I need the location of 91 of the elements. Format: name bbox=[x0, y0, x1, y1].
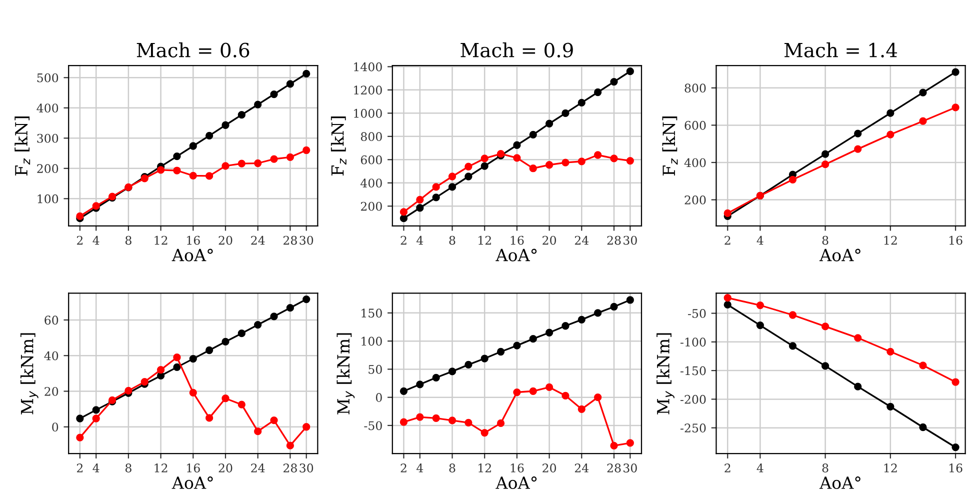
x-tick-label: 2 bbox=[76, 464, 83, 472]
x-axis-title: AoA° bbox=[819, 248, 860, 262]
x-tick-label: 30 bbox=[624, 464, 637, 472]
x-tick-label: 8 bbox=[822, 464, 828, 472]
x-tick-label: 4 bbox=[756, 236, 764, 245]
y-tick-label: 100 bbox=[38, 194, 58, 204]
x-tick-label: 8 bbox=[449, 464, 456, 472]
x-tick-label: 16 bbox=[510, 464, 524, 472]
y-tick-label: 800 bbox=[360, 132, 382, 142]
y-tick-label: 400 bbox=[360, 178, 382, 188]
y-axis-title: F$_{z}$ [kN] bbox=[14, 116, 30, 176]
y-tick-label: 200 bbox=[37, 164, 58, 174]
x-tick-label: 12 bbox=[884, 464, 897, 472]
x-tick-label: 8 bbox=[125, 464, 132, 472]
y-axis-title: F$_{z}$ [kN] bbox=[662, 116, 678, 176]
x-axis-title: AoA° bbox=[172, 248, 213, 262]
x-axis-title: AoA° bbox=[172, 476, 213, 490]
x-tick-label: 20 bbox=[542, 236, 556, 245]
x-tick-label: 28 bbox=[283, 236, 297, 245]
x-tick-label: 28 bbox=[283, 464, 297, 472]
x-tick-label: 8 bbox=[125, 236, 132, 245]
x-tick-label: 24 bbox=[251, 236, 265, 245]
x-axis-title: AoA° bbox=[496, 476, 537, 490]
y-tick-label: 60 bbox=[44, 316, 58, 325]
y-tick-label: -100 bbox=[680, 338, 706, 347]
y-tick-label: -50 bbox=[688, 309, 706, 318]
y-axis-title: F$_{z}$ [kN] bbox=[330, 116, 346, 176]
y-tick-label: 100 bbox=[362, 336, 382, 346]
y-tick-label: 20 bbox=[44, 386, 58, 396]
y-tick-label: 150 bbox=[362, 308, 382, 318]
y-tick-label: 1400 bbox=[354, 62, 382, 72]
x-tick-label: 16 bbox=[510, 236, 524, 245]
x-tick-label: 4 bbox=[92, 464, 100, 472]
x-tick-label: 12 bbox=[478, 236, 491, 245]
y-tick-label: 200 bbox=[684, 196, 706, 204]
chart-title: Mach = 1.4 bbox=[784, 42, 898, 58]
x-tick-label: 20 bbox=[218, 236, 232, 245]
x-tick-label: 4 bbox=[416, 464, 424, 472]
y-tick-label: 1000 bbox=[354, 108, 382, 118]
y-tick-label: -200 bbox=[680, 394, 706, 404]
y-axis-title: M$_{y}$ [kNm] bbox=[20, 333, 38, 414]
x-tick-label: 2 bbox=[400, 236, 406, 245]
x-tick-label: 2 bbox=[76, 236, 83, 245]
y-axis-title: M$_{y}$ [kNm] bbox=[336, 333, 355, 414]
chart-title: Mach = 0.6 bbox=[136, 42, 250, 58]
x-tick-label: 30 bbox=[300, 236, 314, 245]
x-tick-label: 2 bbox=[400, 464, 406, 472]
x-tick-label: 4 bbox=[92, 236, 100, 245]
x-tick-label: 4 bbox=[756, 464, 764, 472]
x-tick-label: 4 bbox=[416, 236, 424, 245]
y-tick-label: 50 bbox=[368, 364, 382, 374]
x-tick-label: 12 bbox=[154, 236, 168, 245]
y-tick-label: -150 bbox=[680, 366, 706, 376]
y-tick-label: 300 bbox=[37, 134, 58, 143]
y-tick-label: 0 bbox=[52, 422, 58, 432]
y-tick-label: -250 bbox=[680, 424, 706, 432]
x-tick-label: 12 bbox=[154, 464, 168, 472]
x-tick-label: 16 bbox=[187, 464, 200, 472]
x-tick-label: 30 bbox=[624, 236, 637, 245]
y-tick-label: 400 bbox=[684, 158, 706, 168]
y-tick-label: 500 bbox=[37, 73, 58, 82]
x-tick-label: 30 bbox=[300, 464, 314, 472]
x-tick-label: 12 bbox=[478, 464, 491, 472]
x-tick-label: 20 bbox=[218, 464, 232, 472]
x-tick-label: 16 bbox=[187, 236, 200, 245]
y-tick-label: 1200 bbox=[354, 86, 382, 95]
x-tick-label: 16 bbox=[949, 236, 962, 245]
x-tick-label: 24 bbox=[574, 464, 589, 472]
x-tick-label: 24 bbox=[251, 464, 265, 472]
y-tick-label: 400 bbox=[36, 104, 58, 113]
x-tick-label: 8 bbox=[449, 236, 456, 245]
x-tick-label: 28 bbox=[607, 236, 621, 245]
y-tick-label: 800 bbox=[684, 84, 706, 93]
x-tick-label: 28 bbox=[607, 464, 621, 472]
x-tick-label: 2 bbox=[724, 236, 730, 245]
x-tick-label: 24 bbox=[574, 236, 589, 245]
x-tick-label: 8 bbox=[822, 236, 828, 245]
y-tick-label: 200 bbox=[360, 202, 382, 211]
y-tick-label: 600 bbox=[360, 155, 382, 164]
y-axis-title: M$_{y}$ [kNm] bbox=[656, 333, 674, 414]
x-tick-label: 16 bbox=[949, 464, 962, 472]
y-tick-label: 40 bbox=[44, 351, 58, 360]
y-tick-label: 0 bbox=[376, 393, 382, 402]
x-tick-label: 12 bbox=[884, 236, 897, 245]
chart-title: Mach = 0.9 bbox=[460, 42, 573, 58]
x-axis-title: AoA° bbox=[819, 476, 860, 490]
y-tick-label: -50 bbox=[364, 421, 382, 430]
x-axis-title: AoA° bbox=[496, 248, 537, 262]
x-tick-label: 2 bbox=[724, 464, 730, 472]
y-tick-label: 600 bbox=[684, 120, 706, 130]
x-tick-label: 20 bbox=[542, 464, 556, 472]
